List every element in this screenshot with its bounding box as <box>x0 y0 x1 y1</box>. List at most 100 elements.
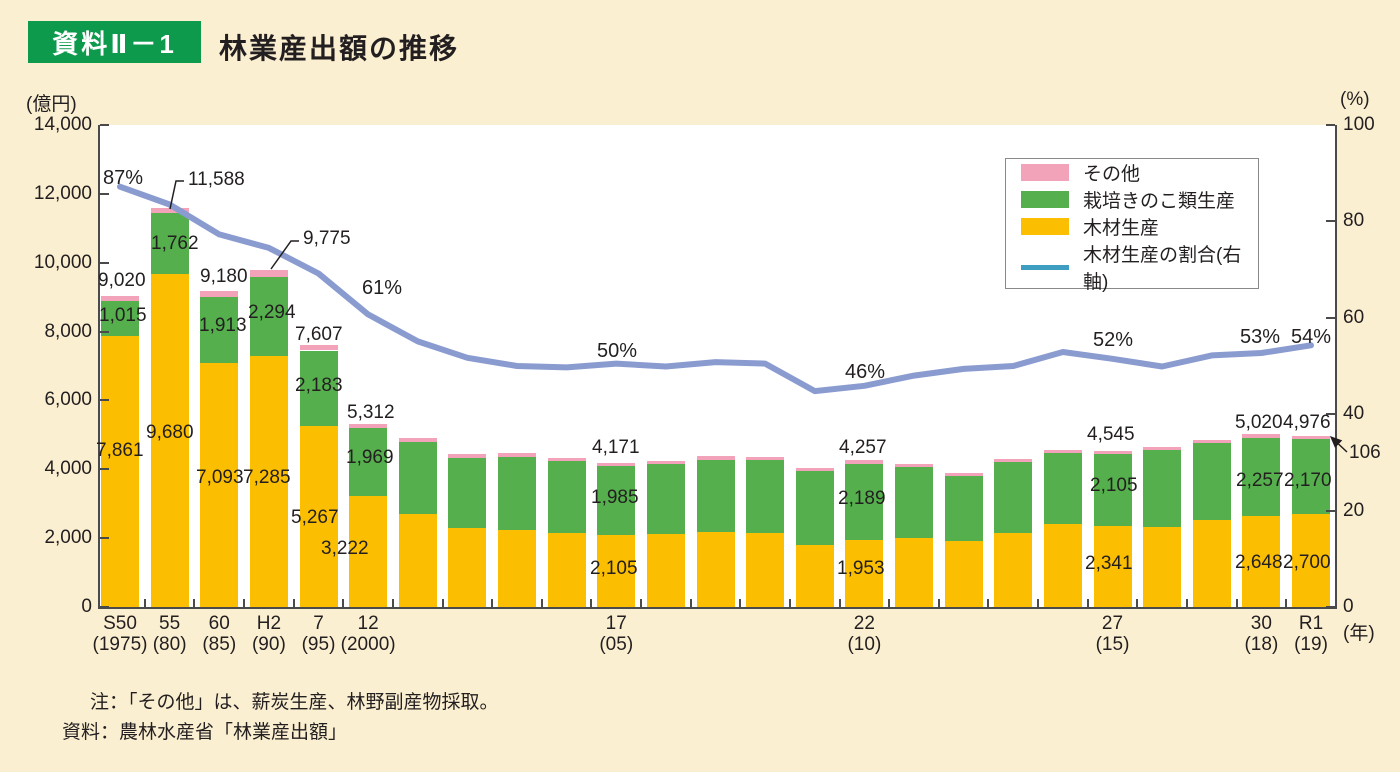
bar-mushroom <box>249 277 288 357</box>
value-label: 5,020 <box>1235 412 1283 433</box>
right-axis-tick-label: 80 <box>1343 210 1365 232</box>
value-label: 4,257 <box>839 437 887 458</box>
value-label: 7,861 <box>96 440 144 461</box>
x-axis-tick <box>1235 599 1238 607</box>
value-label: 9,680 <box>146 422 194 443</box>
value-label: 3,222 <box>321 538 369 559</box>
bar-other <box>795 467 834 471</box>
percent-label: 52% <box>1093 329 1134 351</box>
x-axis-tick <box>391 599 394 607</box>
x-axis-tick <box>1185 599 1188 607</box>
bar-wood <box>299 425 338 607</box>
western-year: (95) <box>301 634 336 655</box>
left-axis-tick <box>100 537 109 540</box>
value-label: 2,105 <box>1090 475 1138 496</box>
value-label: 2,294 <box>248 302 296 323</box>
bar-mushroom <box>1292 439 1330 515</box>
x-axis-tick <box>441 599 444 607</box>
bar-other <box>1242 434 1281 439</box>
bar-mushroom <box>1093 453 1132 527</box>
legend-item: 木材生産 <box>1021 213 1258 240</box>
western-year: (18) <box>1244 634 1279 655</box>
note-line: 資料：農林水産省「林業産出額」 <box>62 722 348 743</box>
bar-mushroom <box>200 296 239 363</box>
era-year: 22 <box>853 613 875 634</box>
value-label: 2,105 <box>590 558 638 579</box>
value-label: 1,953 <box>837 558 885 579</box>
x-axis-tick <box>788 599 791 607</box>
era-year: 12 <box>357 613 379 634</box>
bar-other <box>150 208 189 214</box>
bar-wood <box>1143 527 1182 607</box>
bar-wood <box>1043 524 1082 607</box>
right-axis-tick <box>1326 509 1335 512</box>
western-year: (05) <box>599 634 634 655</box>
bar-other <box>1292 435 1330 440</box>
bar-mushroom <box>101 301 139 337</box>
value-label: 1,985 <box>591 487 639 508</box>
x-axis-tick-label: 17 (05) <box>599 613 633 655</box>
legend-item: 木材生産の割合(右軸) <box>1021 240 1258 294</box>
bar-wood <box>498 529 536 607</box>
left-axis-line <box>98 125 100 609</box>
bar-mushroom <box>696 459 735 532</box>
bar-mushroom <box>1242 438 1281 516</box>
value-label: 1,913 <box>199 315 247 336</box>
percent-label: 46% <box>845 361 886 383</box>
percent-label: 54% <box>1291 326 1332 348</box>
annotation-leader <box>169 180 184 210</box>
percent-label: 53% <box>1240 326 1281 348</box>
bar-other <box>597 463 636 467</box>
left-axis-tick <box>100 330 109 333</box>
bar-wood <box>349 496 388 607</box>
bar-wood <box>1242 515 1281 607</box>
era-year: S50 <box>103 613 137 634</box>
legend-color-swatch <box>1021 218 1069 235</box>
right-axis-tick <box>1326 413 1335 416</box>
legend-label: 栽培きのこ類生産 <box>1083 191 1236 212</box>
percent-label: 61% <box>362 277 403 299</box>
bar-other <box>895 464 933 468</box>
value-label: 2,189 <box>838 488 886 509</box>
legend-item: 栽培きのこ類生産 <box>1021 186 1258 213</box>
western-year: (80) <box>152 634 187 655</box>
bar-mushroom <box>1043 453 1082 525</box>
bar-other <box>1093 450 1132 454</box>
x-axis-tick <box>987 599 990 607</box>
western-year: (2000) <box>340 634 396 655</box>
bar-wood <box>1192 519 1231 607</box>
era-year: 30 <box>1250 613 1272 634</box>
bar-mushroom <box>795 471 834 546</box>
left-axis-tick <box>100 261 109 264</box>
bar-other <box>1143 446 1182 451</box>
bar-mushroom <box>398 442 437 515</box>
figure-title: 林業産出額の推移 <box>219 33 460 64</box>
legend-label: 木材生産 <box>1083 218 1160 239</box>
left-axis-unit: (億円) <box>26 94 77 115</box>
value-label: 106 <box>1349 442 1381 463</box>
left-axis-tick <box>100 192 109 195</box>
x-axis-tick <box>143 599 146 607</box>
bar-wood <box>448 527 487 607</box>
bar-mushroom <box>994 462 1033 533</box>
right-axis-tick-label: 100 <box>1343 114 1375 135</box>
left-axis-tick-label: 0 <box>81 596 92 617</box>
x-axis-tick <box>292 599 295 607</box>
value-label: 9,775 <box>303 228 351 249</box>
bar-other <box>249 270 288 278</box>
x-axis-tick <box>193 599 196 607</box>
value-label: 5,267 <box>291 507 339 528</box>
x-axis-tick-label: S50 (1975) <box>93 613 148 655</box>
bar-wood <box>597 534 636 607</box>
value-label: 7,285 <box>243 467 291 488</box>
x-axis-tick <box>342 599 345 607</box>
x-axis-tick-label: 7 (95) <box>302 613 336 655</box>
bar-other <box>547 457 586 462</box>
bar-wood <box>150 273 189 607</box>
left-axis-tick-label: 14,000 <box>33 114 92 135</box>
western-year: (19) <box>1294 634 1328 655</box>
bar-other <box>498 452 536 457</box>
bar-mushroom <box>349 428 388 497</box>
bar-wood <box>944 540 983 607</box>
